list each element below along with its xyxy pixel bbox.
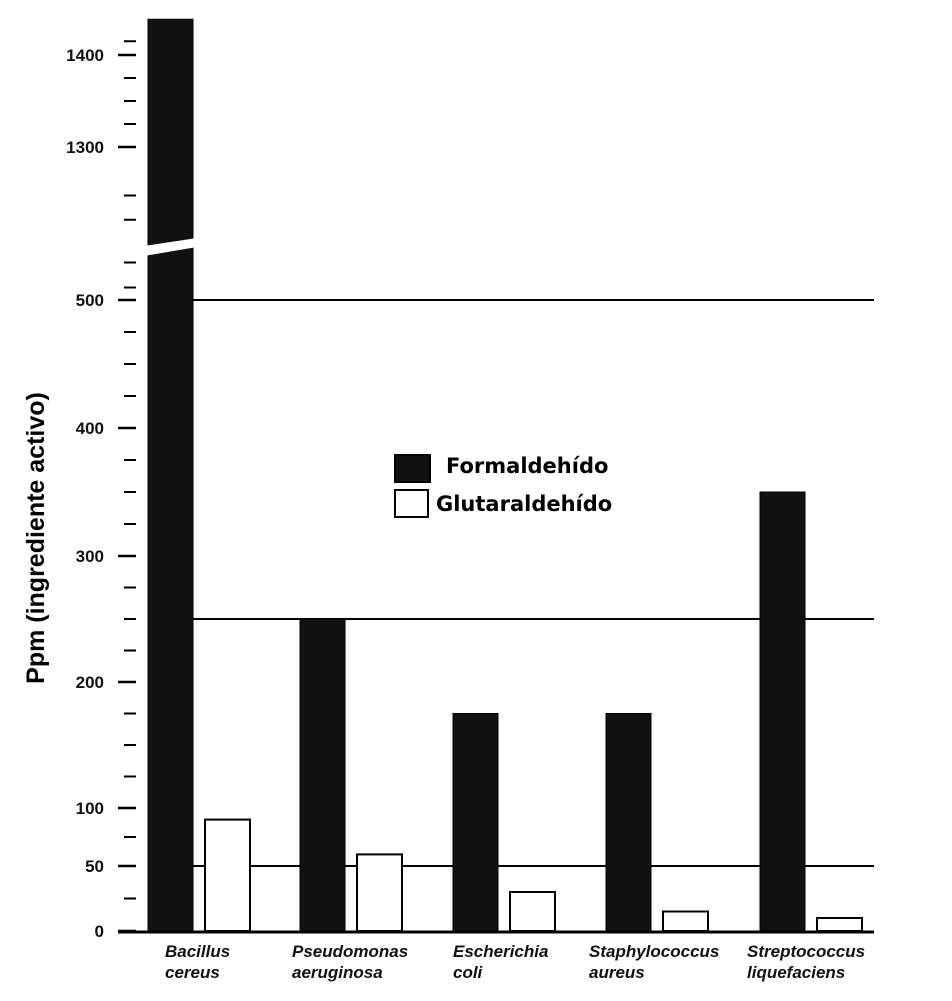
x-tick-label-line: aureus xyxy=(589,963,645,982)
x-tick-label: Staphylococcus aureus xyxy=(589,942,719,982)
y-tick-label: 100 xyxy=(76,799,104,818)
bar-formaldehido-2 xyxy=(452,713,499,932)
x-tick-label: Escherichia coli xyxy=(453,942,548,982)
x-tick-label: Bacillus cereus xyxy=(165,942,230,982)
bar-glutaraldehido-2 xyxy=(509,891,556,932)
y-tick-label: 500 xyxy=(76,291,104,310)
y-tick-label: 400 xyxy=(76,419,104,438)
x-tick-label-line: Staphylococcus xyxy=(589,942,719,961)
x-tick-label-line: Escherichia xyxy=(453,942,548,961)
x-tick-label-line: Pseudomonas xyxy=(292,942,408,961)
legend: Formaldehído Glutaraldehído xyxy=(394,454,612,518)
legend-swatch-formaldehido xyxy=(394,454,431,483)
y-tick-label: 300 xyxy=(76,547,104,566)
y-tick-label: 1300 xyxy=(66,138,104,157)
bar-glutaraldehido-3 xyxy=(662,910,709,932)
x-tick-label-line: Bacillus xyxy=(165,942,230,961)
axis-break-mark xyxy=(144,238,197,256)
bars xyxy=(144,18,863,933)
bar-glutaraldehido-0 xyxy=(204,818,251,932)
x-tick-label-line: cereus xyxy=(165,963,220,982)
x-tick-label: Streptococcus liquefaciens xyxy=(747,942,865,982)
x-tick-label-line: liquefaciens xyxy=(747,963,845,982)
bar-formaldehido-1 xyxy=(299,618,346,932)
bar-formaldehido-3 xyxy=(605,713,652,932)
y-tick-label: 200 xyxy=(76,673,104,692)
y-tick-label: 0 xyxy=(95,922,104,941)
bar-formaldehido-4 xyxy=(759,491,806,932)
x-tick-label-line: Streptococcus xyxy=(747,942,865,961)
y-tick-label: 1400 xyxy=(66,46,104,65)
category-labels: Bacillus cereus Pseudomonas aeruginosa Esche… xyxy=(165,942,865,982)
legend-swatch-glutaraldehido xyxy=(394,489,429,518)
x-tick-label-line: coli xyxy=(453,963,484,982)
bar-glutaraldehido-4 xyxy=(816,917,863,932)
legend-label-glutaraldehido: Glutaraldehído xyxy=(436,492,612,516)
y-axis-title: Ppm (ingrediente activo) xyxy=(22,392,50,684)
y-axis: 0 50 100 200 300 400 500 1300 1400 xyxy=(66,40,136,941)
bar-formaldehido-0 xyxy=(147,18,194,932)
legend-label-formaldehido: Formaldehído xyxy=(446,454,608,478)
x-tick-label-line: aeruginosa xyxy=(292,963,383,982)
bar-glutaraldehido-1 xyxy=(356,853,403,933)
y-tick-label: 50 xyxy=(85,857,104,876)
x-tick-label: Pseudomonas aeruginosa xyxy=(292,942,408,982)
